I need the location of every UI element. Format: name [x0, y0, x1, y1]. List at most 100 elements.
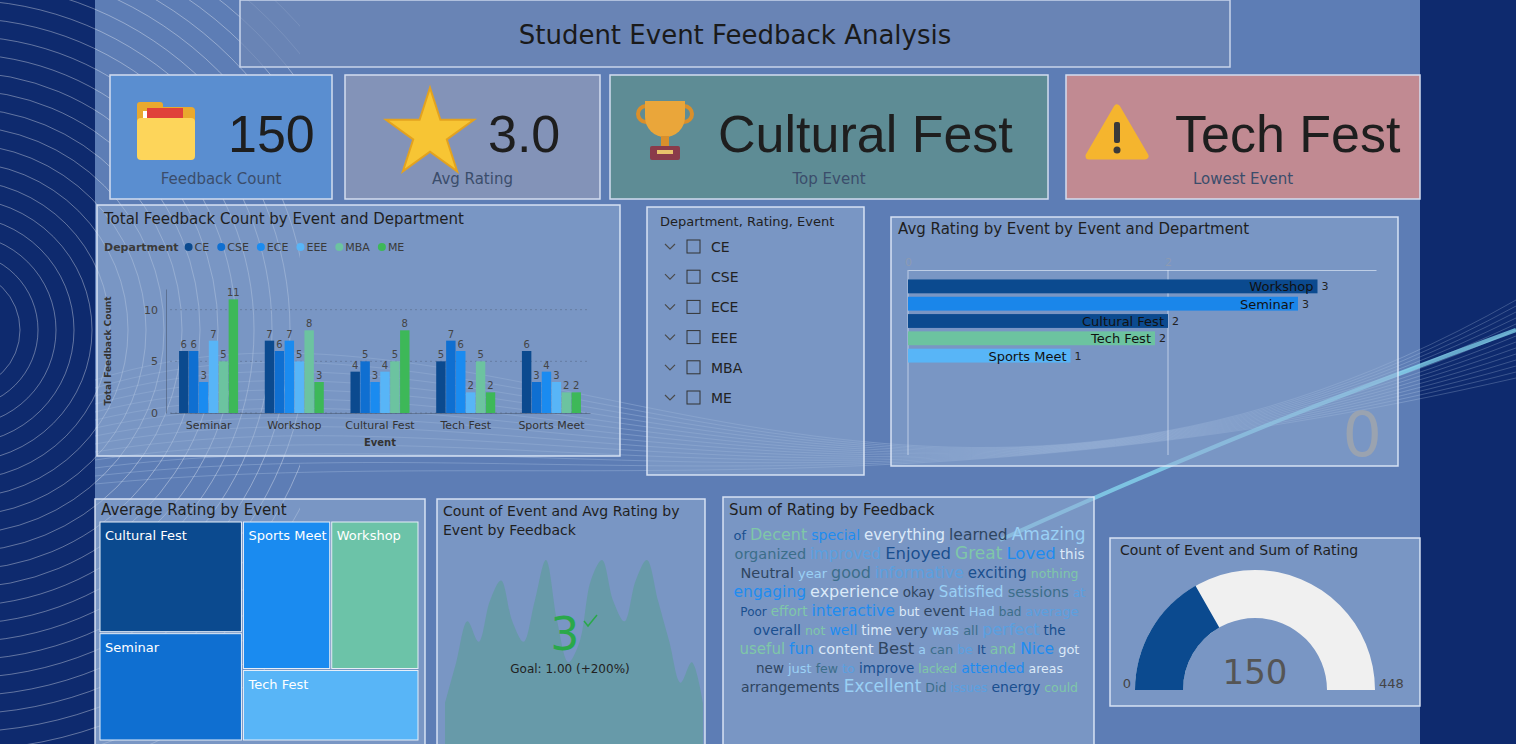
chevron[interactable] — [665, 274, 675, 279]
kpi-card: 3.0Avg Rating — [345, 75, 600, 199]
word: and — [990, 641, 1016, 657]
checkbox[interactable] — [687, 270, 700, 283]
y-axis: 0510 — [144, 290, 167, 421]
cell-label: Cultural Fest — [105, 528, 187, 543]
bar — [304, 330, 313, 413]
legend-title: Department — [104, 241, 179, 254]
trend — [445, 560, 703, 744]
bar — [446, 341, 455, 413]
treemap-cell — [243, 522, 329, 669]
cell-label: Seminar — [105, 640, 160, 655]
word: year — [798, 566, 828, 581]
data-label: 7 — [286, 329, 292, 340]
data-label: 11 — [227, 287, 240, 298]
word: everything — [864, 526, 945, 544]
chevron[interactable] — [665, 365, 675, 370]
legend-label: CE — [195, 241, 210, 254]
word: just — [787, 661, 812, 676]
data-label: 3 — [553, 370, 559, 381]
category-label: Cultural Fest — [1082, 314, 1164, 329]
tick-label: 0 — [151, 407, 158, 420]
tick-label: 2 — [1165, 256, 1172, 269]
word: Excellent — [844, 676, 922, 696]
chevron[interactable] — [665, 304, 675, 309]
data-label: 2 — [1172, 315, 1179, 328]
data-label: 2 — [487, 380, 493, 391]
cell-labels: Cultural FestSeminarSports MeetWorkshopT… — [105, 528, 401, 692]
word: perfect — [982, 620, 1039, 639]
gauge-min: 0 — [1123, 676, 1131, 691]
checkbox[interactable] — [687, 391, 700, 404]
word: was — [932, 622, 959, 638]
gauge-label: 150 — [1223, 652, 1288, 692]
checkbox[interactable] — [687, 331, 700, 344]
data-label: 5 — [392, 349, 398, 360]
word: effort — [771, 603, 808, 619]
data-label: 8 — [402, 318, 408, 329]
slicer-item[interactable]: ECE — [665, 299, 738, 315]
bar — [466, 392, 475, 413]
checkbox[interactable] — [687, 300, 700, 313]
panel — [1110, 538, 1420, 706]
word: lacked — [918, 662, 957, 676]
bar — [390, 361, 399, 413]
word: all — [963, 623, 978, 638]
word: Had — [969, 604, 995, 619]
word: at — [1073, 585, 1086, 600]
bar — [360, 361, 369, 413]
gauge-max: 448 — [1379, 676, 1404, 691]
checkbox[interactable] — [687, 361, 700, 374]
slicer-label[interactable]: CE — [711, 239, 730, 255]
card-icon — [1089, 108, 1145, 156]
slicer-label[interactable]: EEE — [711, 330, 738, 346]
background — [0, 0, 1516, 744]
slicer-item[interactable]: CSE — [665, 269, 739, 285]
kpi-card: Tech FestLowest Event — [1066, 75, 1420, 199]
card-icon — [386, 88, 474, 172]
data-label: 2 — [573, 380, 579, 391]
header-box — [240, 0, 1230, 67]
slicer-item[interactable]: CE — [665, 239, 730, 255]
tick-label: Tech Fest — [439, 419, 491, 432]
data-label: 8 — [306, 318, 312, 329]
bar — [295, 361, 304, 413]
slicer-item[interactable]: MBA — [665, 360, 743, 376]
slicer-label[interactable]: MBA — [711, 360, 743, 376]
chevron[interactable] — [665, 244, 675, 249]
data-label: 5 — [477, 349, 483, 360]
card-icon — [638, 101, 692, 160]
chevron[interactable] — [665, 395, 675, 400]
tick-label: Workshop — [267, 419, 321, 432]
legend-label: EEE — [306, 241, 327, 254]
slicer-item[interactable]: ME — [665, 390, 732, 406]
word: Neutral — [740, 565, 794, 581]
kpi-card: 150Feedback Count — [110, 75, 332, 199]
kpi-card: Cultural FestTop Event — [610, 75, 1048, 199]
icon-part — [650, 146, 680, 160]
icon-part — [1089, 108, 1145, 156]
axis-line — [166, 290, 167, 414]
checkbox[interactable] — [687, 240, 700, 253]
slicer-label[interactable]: CSE — [711, 269, 739, 285]
data-label: 6 — [458, 339, 464, 350]
header: Student Event Feedback Analysis — [240, 0, 1230, 67]
legend: DepartmentCECSEECEEEEMBAME — [104, 241, 404, 254]
word: areas — [1029, 661, 1063, 676]
slicer-item[interactable]: EEE — [665, 330, 738, 346]
word: interactive — [812, 602, 895, 620]
cell-label: Sports Meet — [248, 528, 326, 543]
bar — [265, 341, 274, 413]
category-label: Sports Meet — [988, 349, 1066, 364]
bar — [350, 372, 359, 413]
word: improved — [810, 545, 881, 563]
card-value: 3.0 — [488, 105, 560, 163]
slicer-label[interactable]: ME — [711, 390, 732, 406]
bars — [179, 299, 581, 413]
slicer-label[interactable]: ECE — [711, 299, 738, 315]
word: Enjoyed — [885, 544, 951, 563]
chevron[interactable] — [665, 335, 675, 340]
axis-title: Event — [364, 437, 396, 448]
card-label: Top Event — [791, 170, 865, 188]
word: of — [733, 528, 746, 543]
word: few — [816, 661, 838, 676]
